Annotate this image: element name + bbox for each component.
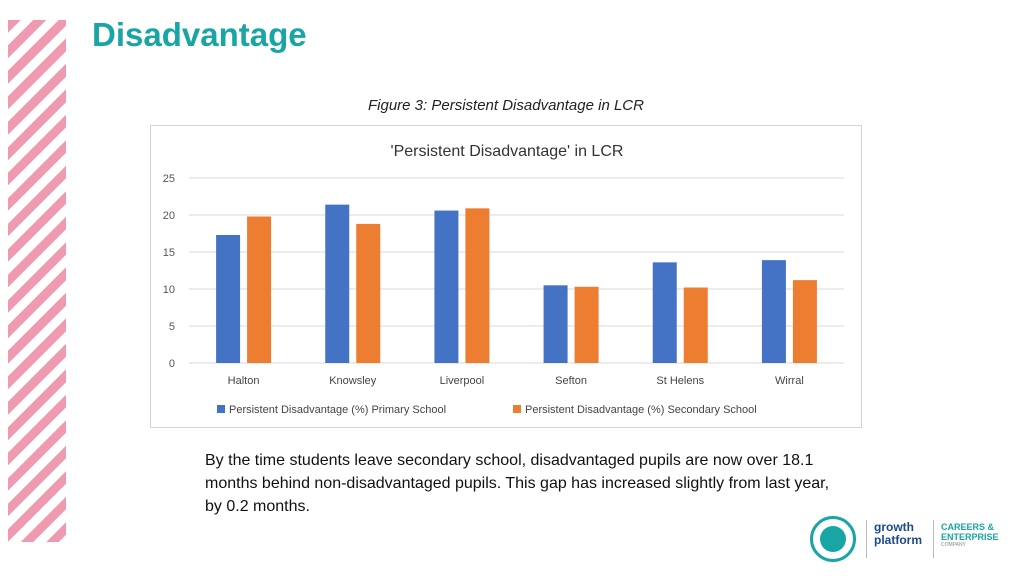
x-tick-label: St Helens	[656, 375, 704, 387]
y-tick-label: 0	[169, 358, 175, 370]
bar-sefton-primary	[543, 285, 568, 363]
figure-caption: Figure 3: Persistent Disadvantage in LCR	[368, 97, 644, 114]
legend-label: Persistent Disadvantage (%) Secondary Sc…	[525, 404, 757, 416]
legend-label: Persistent Disadvantage (%) Primary Scho…	[229, 404, 446, 416]
body-text: By the time students leave secondary sch…	[205, 452, 830, 515]
careers-logo-line1: CAREERS &	[941, 522, 995, 532]
bar-wirral-secondary	[792, 280, 817, 363]
x-tick-label: Knowsley	[329, 375, 377, 387]
decorative-stripe-bar	[8, 20, 66, 542]
bar-st-helens-primary	[652, 262, 677, 363]
bar-halton-secondary	[247, 216, 272, 363]
y-tick-label: 10	[163, 284, 175, 296]
x-tick-label: Liverpool	[440, 375, 485, 387]
slide-title: Disadvantage	[92, 16, 307, 53]
legend-swatch	[217, 405, 225, 413]
x-tick-label: Wirral	[775, 375, 804, 387]
logo-divider	[933, 520, 934, 558]
y-tick-label: 25	[163, 173, 175, 185]
chart-frame: 'Persistent Disadvantage' in LCR 0 5 10 15 20…	[150, 125, 862, 428]
growth-logo-line1: growth	[874, 520, 914, 534]
bar-liverpool-secondary	[465, 208, 490, 363]
bar-wirral-primary	[761, 260, 786, 363]
y-tick-label: 5	[169, 321, 175, 333]
careers-logo-line2: ENTERPRISE	[941, 532, 999, 542]
x-tick-label: Halton	[228, 375, 260, 387]
bar-knowsley-secondary	[356, 223, 381, 363]
legend-swatch	[513, 405, 521, 413]
bar-knowsley-primary	[325, 204, 350, 363]
bar-st-helens-secondary	[683, 287, 708, 363]
growth-logo-line2: platform	[874, 533, 922, 547]
bar-liverpool-primary	[434, 210, 459, 363]
chart-title: 'Persistent Disadvantage' in LCR	[391, 143, 624, 160]
x-tick-label: Sefton	[555, 375, 587, 387]
careers-logo-line3: COMPANY	[941, 542, 966, 548]
y-tick-label: 20	[163, 210, 175, 222]
careers-enterprise-logo: CAREERS & ENTERPRISE COMPANY	[941, 522, 1003, 548]
bar-sefton-secondary	[574, 286, 599, 363]
growth-platform-logo: growth platform	[874, 521, 930, 547]
crest-logo-icon	[810, 516, 856, 562]
bar-halton-primary	[216, 234, 241, 363]
y-tick-label: 15	[163, 247, 175, 259]
logo-divider	[866, 520, 867, 558]
bar-chart: 'Persistent Disadvantage' in LCR 0 5 10 15 20…	[163, 143, 844, 416]
